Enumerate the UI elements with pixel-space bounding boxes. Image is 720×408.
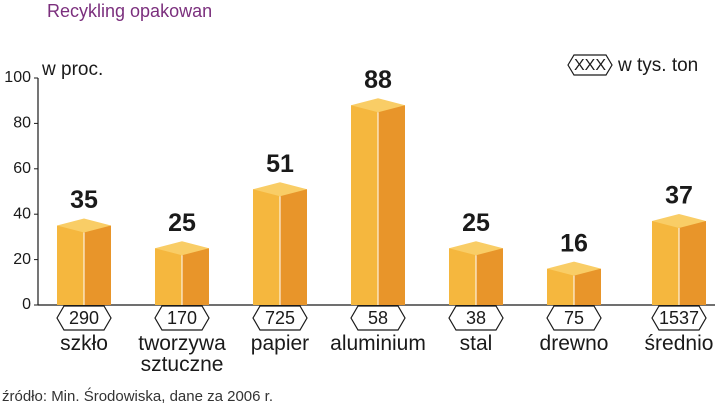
tonnage-label: 75 xyxy=(564,308,584,328)
x-tick-label: stal xyxy=(459,332,493,355)
tonnage-label: 725 xyxy=(265,308,295,328)
y-tick-label: 80 xyxy=(13,115,31,132)
tonnage-hexagon xyxy=(56,305,112,331)
bar-top xyxy=(449,241,503,256)
bar-top xyxy=(547,261,601,276)
x-tick-label: aluminium xyxy=(330,332,426,355)
bar xyxy=(652,214,706,305)
tonnage-label: 1537 xyxy=(659,308,699,328)
y-tick-label: 100 xyxy=(4,69,31,86)
bar xyxy=(253,182,307,305)
bar-left-face xyxy=(351,105,378,306)
bar-left-face xyxy=(449,248,476,305)
bar-left-face xyxy=(155,248,182,305)
tonnage-label: 38 xyxy=(466,308,486,328)
tonnage-label: 170 xyxy=(167,308,197,328)
y-tick-label: 20 xyxy=(13,251,31,268)
y-tick-label: 60 xyxy=(13,160,31,177)
value-label: 37 xyxy=(665,182,693,210)
y-axis-label: w proc. xyxy=(41,59,103,80)
value-label: 51 xyxy=(266,150,294,178)
x-tick-label: szkło xyxy=(60,332,108,355)
bar-right-face xyxy=(679,221,706,305)
bar-right-face xyxy=(280,189,307,305)
bar-top xyxy=(57,218,111,233)
value-label: 16 xyxy=(560,229,588,257)
tonnage-label: 290 xyxy=(69,308,99,328)
bar-left-face xyxy=(652,221,679,305)
x-tick-label: średnio xyxy=(644,332,714,355)
value-label: 35 xyxy=(70,186,98,214)
x-tick-label: papier xyxy=(250,332,310,355)
tonnage-hexagon xyxy=(546,305,602,331)
bar-right-face xyxy=(574,268,601,305)
legend-marker: XXX xyxy=(574,57,606,74)
bar xyxy=(351,98,405,306)
tonnage-hexagon xyxy=(154,305,210,331)
y-tick-label: 0 xyxy=(22,296,31,313)
bar-right-face xyxy=(84,225,111,305)
bar-right-face xyxy=(476,248,503,305)
legend-label: w tys. ton xyxy=(617,55,698,76)
y-tick-label: 40 xyxy=(13,205,31,222)
value-label: 88 xyxy=(364,66,392,94)
value-label: 25 xyxy=(462,209,490,237)
bar-left-face xyxy=(57,225,84,305)
tonnage-hexagon xyxy=(252,305,308,331)
source: źródło: Min. Środowiska, dane za 2006 r. xyxy=(2,387,273,405)
bar-top xyxy=(652,214,706,229)
bar-left-face xyxy=(547,268,574,305)
bar-top xyxy=(155,241,209,256)
bar-top xyxy=(253,182,307,197)
bar xyxy=(547,261,601,305)
x-tick-label: tworzywa sztuczne xyxy=(138,332,226,376)
bar xyxy=(449,241,503,305)
bar xyxy=(155,241,209,305)
value-label: 25 xyxy=(168,209,196,237)
bar-left-face xyxy=(253,189,280,305)
legend-hexagon xyxy=(567,54,613,76)
tonnage-label: 58 xyxy=(368,308,388,328)
bar-right-face xyxy=(378,105,405,306)
chart-title: Recykling opakowan xyxy=(47,1,212,21)
x-tick-label: drewno xyxy=(539,332,609,355)
bar-right-face xyxy=(182,248,209,305)
tonnage-hexagon xyxy=(448,305,504,331)
tonnage-hexagon xyxy=(350,305,406,331)
bar xyxy=(57,218,111,305)
tonnage-hexagon xyxy=(651,305,707,331)
bar-top xyxy=(351,98,405,113)
